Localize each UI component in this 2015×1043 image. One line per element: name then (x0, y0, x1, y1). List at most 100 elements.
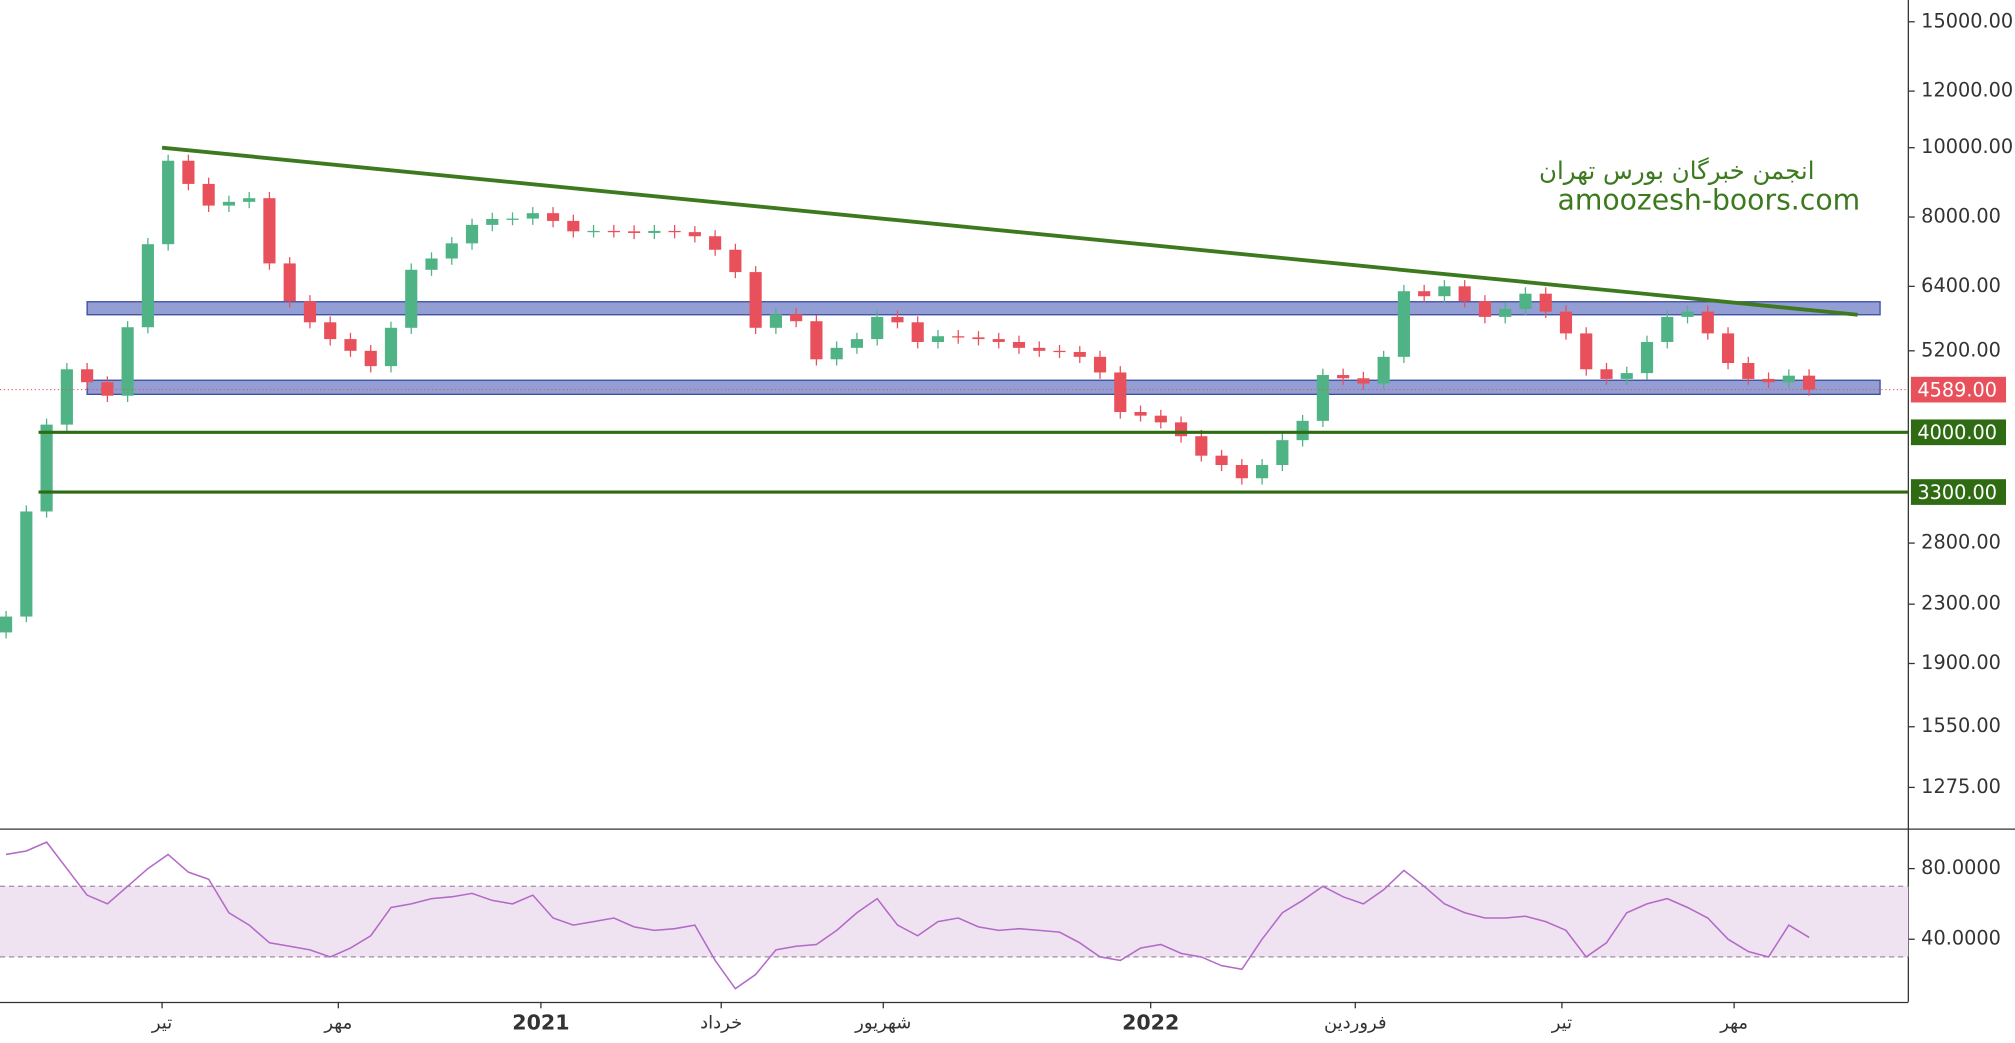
candle-body (567, 220, 580, 232)
level-tag (1910, 479, 2007, 505)
candle-body (891, 316, 904, 323)
y-tick-label: 1275.00 (1921, 775, 2001, 798)
candle-body (283, 263, 296, 302)
candle-body (729, 249, 742, 273)
candle-body (1114, 372, 1127, 413)
candle-body (628, 231, 641, 233)
candle-body (810, 321, 823, 360)
candle-body (60, 369, 73, 425)
candle-body (405, 269, 418, 328)
x-tick-label: فروردین (1324, 1013, 1387, 1034)
candle-body (1721, 333, 1735, 363)
candle-body (1154, 415, 1167, 423)
y-tick-label: 10000.00 (1921, 135, 2013, 158)
candle-body (749, 272, 762, 328)
candle-body (952, 336, 965, 338)
candle-body (1782, 375, 1795, 383)
candle-body (688, 232, 701, 237)
watermark-en: amoozesh-boors.com (1558, 184, 1861, 217)
trend-line (161, 145, 1858, 317)
candle-body (243, 198, 256, 202)
x-tick-label: خرداد (700, 1013, 742, 1034)
candle-body (709, 236, 722, 250)
candle-body (1397, 291, 1410, 357)
candle-body (465, 224, 479, 244)
candle-body (303, 301, 317, 323)
x-tick-label: 2021 (512, 1011, 569, 1035)
y-tick-label: 2800.00 (1921, 531, 2001, 554)
candle-body (364, 350, 377, 367)
level-tag (1910, 419, 2007, 446)
candle-body (1701, 311, 1714, 334)
x-tick-label: مهر (323, 1013, 352, 1034)
candle-body (871, 316, 884, 340)
candle-body (931, 336, 945, 342)
candle-body (648, 230, 661, 233)
candle-body (121, 327, 134, 396)
candle-body (1316, 375, 1329, 421)
candle-body (1357, 378, 1370, 384)
y-tick-label: 2300.00 (1921, 592, 2001, 615)
level-label: 4000.00 (1917, 421, 1997, 444)
candle-body (1478, 301, 1492, 317)
candle-body (202, 183, 215, 206)
candle-body (830, 347, 843, 360)
candle-body (1012, 341, 1026, 348)
support-zone (86, 301, 1881, 316)
candle-body (1458, 286, 1471, 302)
y-tick-label: 1900.00 (1921, 651, 2001, 674)
candle-body (263, 198, 276, 264)
y-tick-label: 6400.00 (1921, 274, 2001, 297)
candle-body (1802, 375, 1816, 390)
candle-body (992, 339, 1005, 342)
candle-body (324, 322, 337, 340)
candle-body (1539, 293, 1552, 312)
candle-body (1195, 436, 1208, 456)
candle-body (1640, 341, 1654, 374)
x-tick-label: 2022 (1122, 1011, 1179, 1035)
candle-body (1559, 311, 1573, 334)
candle-body (1256, 465, 1269, 479)
candle-body (790, 314, 803, 322)
y-tick-label: 1550.00 (1921, 714, 2001, 737)
candle-body (526, 213, 539, 219)
candle-body (1681, 311, 1694, 317)
candle-body (1600, 369, 1613, 379)
candle-body (1174, 422, 1188, 437)
candle-body (384, 327, 398, 367)
candle-body (344, 339, 357, 351)
candle-body (445, 243, 458, 259)
candle-body (101, 382, 114, 396)
candle-body (81, 369, 94, 383)
candle-body (850, 339, 864, 348)
x-tick-label: مهر (1719, 1013, 1748, 1034)
candle-body (20, 511, 33, 617)
candle-body (486, 218, 499, 225)
candle-body (1418, 291, 1431, 297)
candle-body (1053, 350, 1066, 353)
x-tick-label: شهریور (854, 1013, 911, 1034)
candle-body (1073, 352, 1086, 357)
y-tick-label: 5200.00 (1921, 338, 2001, 361)
rsi-line (5, 841, 1810, 990)
candle-body (1438, 286, 1451, 297)
candle-body (1620, 373, 1633, 379)
candle-body (506, 218, 519, 220)
candle-body (1580, 333, 1593, 370)
candle-body (1499, 308, 1512, 317)
candle-body (1661, 316, 1674, 342)
candle-body (182, 160, 195, 184)
candle-body (1742, 362, 1755, 379)
candle-body (546, 213, 560, 221)
y-tick-label: 15000.00 (1921, 9, 2013, 32)
candle-body (162, 160, 175, 245)
candle-body (222, 201, 235, 206)
support-zone (86, 379, 1881, 395)
candle-body (1134, 412, 1147, 416)
candle-body (1296, 420, 1309, 441)
candle-body (1519, 293, 1532, 309)
candle-body (1033, 347, 1046, 351)
